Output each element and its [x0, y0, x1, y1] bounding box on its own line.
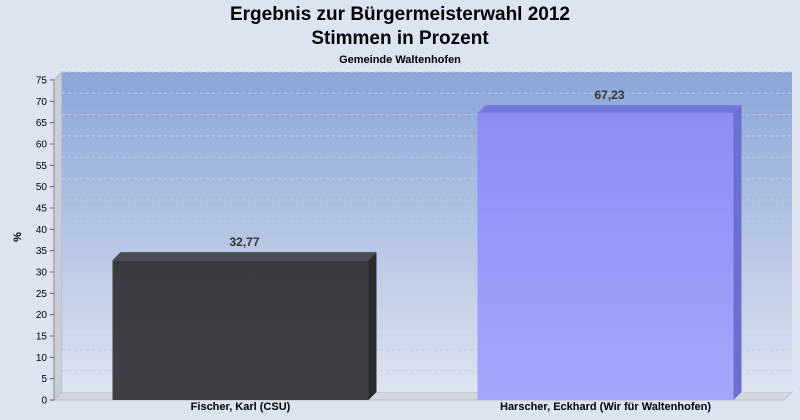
x-tick-label: Harscher, Eckhard (Wir für Waltenhofen) — [500, 401, 711, 413]
chart-title-line2: Stimmen in Prozent — [311, 28, 489, 49]
y-tick-label: 55 — [36, 161, 48, 172]
x-tick-label: Fischer, Karl (CSU) — [191, 401, 291, 413]
bar-top — [477, 105, 742, 114]
y-tick-label: 75 — [36, 76, 48, 87]
bar — [112, 260, 369, 400]
y-tick-label: 5 — [41, 374, 47, 385]
y-tick-label: 65 — [36, 118, 48, 129]
bar — [477, 113, 734, 400]
plot-left-wall — [53, 70, 63, 402]
bar-side — [368, 252, 377, 400]
data-label: 67,23 — [594, 88, 624, 102]
y-tick-label: 40 — [36, 225, 48, 236]
y-tick-label: 25 — [36, 289, 48, 300]
y-tick-label: 0 — [41, 396, 47, 407]
data-label: 32,77 — [229, 235, 259, 249]
chart-title: Ergebnis zur Bürgermeisterwahl 2012 — [229, 4, 570, 25]
y-tick-label: 20 — [36, 310, 48, 321]
y-tick-label: 35 — [36, 246, 48, 257]
y-tick-label: 30 — [36, 268, 48, 279]
y-tick-label: 45 — [36, 204, 48, 215]
y-tick-label: 15 — [36, 332, 48, 343]
y-tick-label: 50 — [36, 182, 48, 193]
y-tick-label: 10 — [36, 353, 48, 364]
bar-side — [733, 105, 742, 400]
y-axis-label: % — [12, 232, 24, 242]
chart-subtitle: Gemeinde Waltenhofen — [339, 54, 461, 66]
bar-top — [112, 252, 377, 261]
y-tick-label: 60 — [36, 140, 48, 151]
y-tick-label: 70 — [36, 97, 48, 108]
